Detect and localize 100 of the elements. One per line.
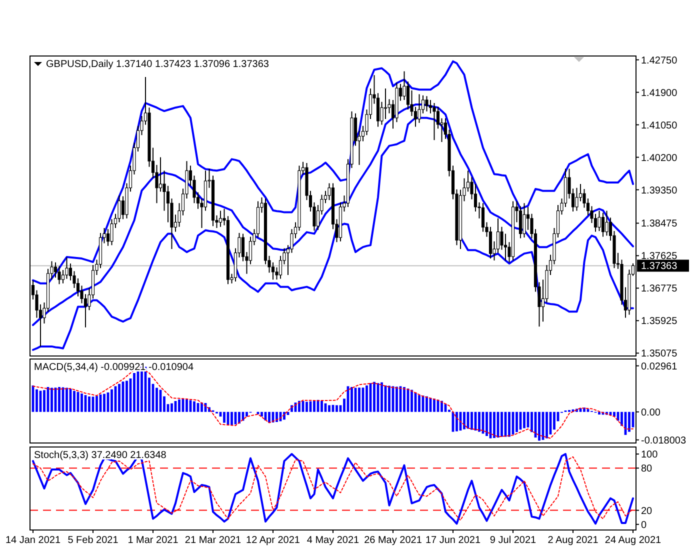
- candlestick: [598, 210, 601, 232]
- bar: [410, 390, 413, 412]
- y-tick-label: 0.00: [641, 407, 661, 418]
- candlestick: [522, 202, 526, 238]
- bar: [50, 388, 53, 412]
- bar: [200, 402, 203, 412]
- candlestick: [432, 102, 436, 141]
- candlestick: [605, 210, 608, 236]
- candlestick: [61, 270, 65, 284]
- candlestick: [425, 96, 428, 112]
- bar: [426, 396, 428, 412]
- bar: [508, 412, 510, 437]
- bar: [268, 412, 270, 423]
- bar: [373, 382, 376, 412]
- candlestick: [418, 94, 421, 124]
- bar: [118, 384, 120, 412]
- bar: [80, 394, 83, 412]
- y-tick-label: 1.37625: [641, 251, 678, 262]
- y-tick-label: 1.39350: [641, 185, 678, 196]
- bar: [486, 412, 488, 436]
- x-tick-label: 12 Apr 2021: [246, 535, 300, 546]
- bar: [43, 390, 46, 412]
- y-tick-label: 1.35925: [641, 316, 678, 328]
- bar: [546, 412, 548, 438]
- bar: [283, 412, 286, 420]
- bar: [336, 405, 338, 412]
- bar: [396, 386, 398, 412]
- bar: [538, 412, 540, 441]
- bar: [133, 373, 136, 412]
- bar: [126, 380, 128, 412]
- y-tick-label: -0.018003: [641, 435, 686, 446]
- bar: [170, 403, 173, 412]
- bar: [238, 412, 240, 424]
- bar: [73, 390, 76, 412]
- candlestick: [218, 210, 222, 228]
- bar: [598, 412, 600, 415]
- bar: [96, 396, 98, 412]
- y-tick-label: 1.41050: [641, 120, 678, 132]
- x-tick-label: 24 Aug 2021: [604, 535, 662, 546]
- x-tick-label: 14 Jan 2021: [5, 535, 61, 546]
- y-tick-label: 100: [641, 450, 658, 461]
- bar: [493, 412, 496, 438]
- bar: [103, 394, 106, 412]
- chart-title: GBPUSD,Daily 1.37140 1.37423 1.37096 1.37363: [46, 59, 270, 70]
- bar: [463, 412, 466, 430]
- y-tick-label: 1.42750: [641, 55, 678, 66]
- y-tick-label: 80: [641, 464, 653, 475]
- y-tick-label: 0.02961: [641, 361, 678, 372]
- candlestick: [488, 226, 492, 260]
- bar: [223, 412, 226, 423]
- bar: [58, 387, 60, 412]
- bar: [516, 412, 518, 432]
- bar: [260, 412, 263, 417]
- bar: [328, 405, 330, 412]
- y-tick-label: 0: [641, 520, 647, 531]
- bar: [478, 412, 480, 432]
- y-tick-label: 20: [641, 506, 653, 517]
- bar: [193, 401, 196, 412]
- x-tick-label: 17 Jun 2021: [425, 535, 481, 546]
- y-tick-label: 1.36775: [641, 284, 678, 295]
- candlestick: [428, 99, 432, 114]
- candlestick: [54, 262, 58, 278]
- bar: [156, 388, 158, 412]
- y-tick-label: 1.41900: [641, 88, 678, 99]
- bar: [380, 382, 383, 412]
- bar: [470, 412, 473, 430]
- candlestick: [158, 156, 162, 192]
- x-tick-label: 21 Mar 2021: [184, 535, 242, 546]
- bar: [88, 396, 90, 412]
- bar: [110, 389, 113, 412]
- bar: [306, 402, 308, 412]
- bar: [230, 412, 233, 426]
- x-tick-label: 26 May 2021: [364, 535, 422, 546]
- bar: [320, 401, 323, 412]
- x-tick-label: 9 Jul 2021: [490, 535, 537, 546]
- bar: [246, 412, 248, 417]
- y-tick-label: 1.40200: [641, 152, 678, 164]
- x-tick-label: 2 Aug 2021: [548, 535, 599, 546]
- candlestick: [241, 233, 245, 262]
- bar: [366, 385, 368, 412]
- candlestick: [58, 266, 61, 285]
- y-tick-label: 1.38475: [641, 218, 678, 230]
- x-tick-label: 4 May 2021: [306, 535, 360, 546]
- candlestick: [575, 187, 578, 212]
- ref-line-label: 1.37363: [641, 261, 678, 272]
- x-tick-label: 1 Mar 2021: [128, 535, 179, 546]
- bar: [500, 412, 503, 437]
- bar: [523, 412, 526, 428]
- bar: [178, 399, 180, 412]
- candlestick: [278, 255, 282, 280]
- bar: [350, 387, 353, 412]
- candlestick: [526, 206, 530, 230]
- candlestick: [65, 256, 68, 280]
- bar: [313, 400, 316, 412]
- x-tick-label: 5 Feb 2021: [68, 535, 119, 546]
- bar: [66, 388, 68, 412]
- bar: [628, 412, 630, 432]
- bar: [418, 395, 420, 412]
- bar: [36, 389, 38, 412]
- candlestick: [481, 202, 485, 232]
